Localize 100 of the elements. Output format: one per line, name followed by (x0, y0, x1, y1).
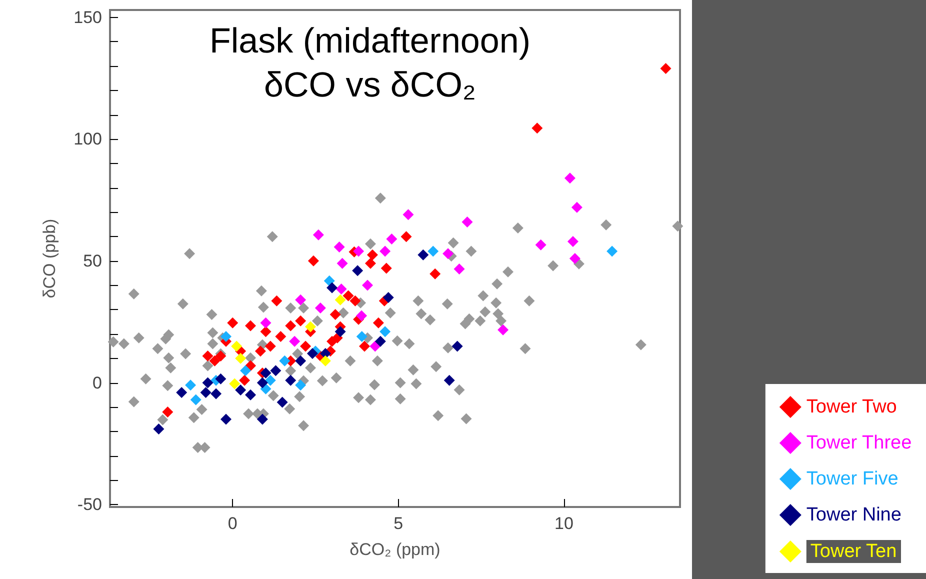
point (535, 239, 546, 250)
point (270, 365, 282, 376)
point (402, 209, 414, 220)
point (532, 122, 543, 134)
point (210, 388, 222, 400)
point (353, 246, 364, 257)
point (245, 389, 256, 400)
point (260, 317, 272, 328)
point (571, 202, 582, 213)
point (264, 340, 276, 352)
legend-label: Tower Three (806, 432, 912, 454)
point (380, 262, 392, 274)
point (342, 290, 354, 302)
point (350, 295, 361, 306)
point (428, 246, 439, 257)
point (190, 394, 202, 406)
point (430, 268, 441, 280)
point (442, 248, 454, 260)
y-tick-label: 150 (74, 8, 102, 27)
legend-label: Tower Nine (806, 504, 902, 526)
point (326, 336, 338, 347)
point (334, 294, 346, 306)
point (356, 330, 368, 342)
point (260, 326, 272, 338)
point (295, 315, 306, 326)
point (295, 294, 306, 306)
point (256, 377, 268, 388)
x-axis-title: δCO₂ (ppm) (350, 540, 440, 559)
point (320, 355, 331, 366)
point (202, 350, 214, 362)
point (295, 380, 306, 391)
point (359, 340, 370, 352)
point (240, 365, 252, 376)
point (380, 326, 391, 338)
x-tick-label: 0 (228, 514, 238, 533)
point (245, 360, 256, 372)
point (366, 249, 378, 260)
point (324, 275, 335, 286)
point (220, 330, 232, 342)
point (235, 352, 246, 364)
point (334, 242, 345, 253)
y-tick-label: 50 (83, 251, 102, 270)
point (209, 355, 220, 366)
point (162, 406, 174, 418)
point (153, 424, 164, 435)
point (235, 384, 246, 396)
point (229, 378, 240, 390)
point (362, 280, 373, 291)
point (256, 414, 268, 425)
legend-label: Tower Five (806, 468, 898, 490)
point (231, 340, 242, 352)
point (300, 340, 312, 352)
point (372, 317, 384, 328)
point (254, 346, 266, 357)
legend-label: Tower Two (806, 396, 897, 418)
y-tick-label: 100 (74, 130, 102, 149)
point (498, 324, 509, 336)
point (276, 396, 288, 408)
point (567, 236, 578, 247)
point (330, 309, 341, 320)
point (202, 377, 214, 388)
point (285, 320, 296, 332)
point (239, 374, 250, 386)
point (374, 336, 386, 347)
point (569, 253, 580, 264)
point (314, 302, 326, 314)
point (279, 355, 290, 366)
point (306, 348, 318, 360)
y-tick-label: -50 (77, 495, 102, 514)
point (271, 295, 282, 306)
point (336, 258, 348, 269)
point (176, 386, 188, 398)
point (304, 321, 316, 332)
point (289, 336, 300, 347)
point (564, 172, 576, 184)
point (260, 368, 272, 379)
point (336, 283, 347, 294)
point (220, 414, 232, 425)
point (444, 374, 455, 386)
point (352, 265, 364, 276)
x-tick-label: 10 (554, 514, 574, 533)
point (260, 383, 272, 394)
point (275, 330, 286, 342)
text: Flask (midafternoon) δCO vs δCO₂ (210, 22, 530, 104)
x-tick-label: 5 (394, 514, 404, 533)
point (285, 374, 296, 386)
point (380, 246, 391, 257)
point (418, 249, 429, 260)
y-axis-title: δCO (ppb) (40, 218, 59, 298)
point (660, 62, 672, 74)
point (356, 310, 368, 322)
point (227, 317, 238, 328)
y-tick-label: 0 (92, 373, 102, 392)
point (382, 292, 394, 303)
point (185, 380, 196, 391)
point (370, 340, 381, 352)
point (364, 258, 376, 269)
point (606, 246, 618, 257)
point (386, 234, 398, 245)
point (312, 229, 324, 240)
